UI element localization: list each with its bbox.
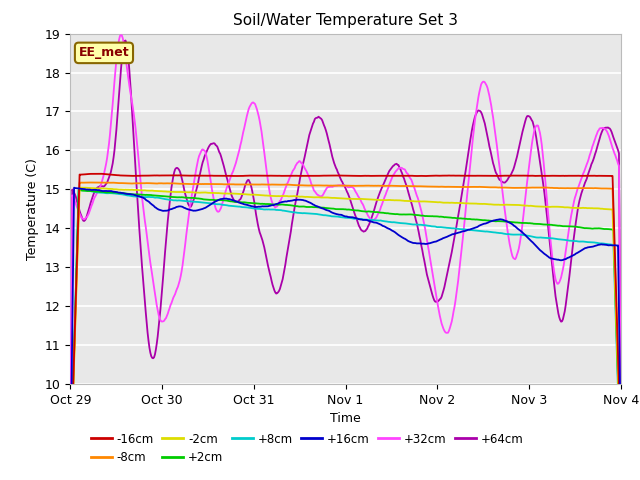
Text: EE_met: EE_met: [79, 47, 129, 60]
Y-axis label: Temperature (C): Temperature (C): [26, 158, 39, 260]
Title: Soil/Water Temperature Set 3: Soil/Water Temperature Set 3: [233, 13, 458, 28]
X-axis label: Time: Time: [330, 412, 361, 425]
Legend: -16cm, -8cm, -2cm, +2cm, +8cm, +16cm, +32cm, +64cm: -16cm, -8cm, -2cm, +2cm, +8cm, +16cm, +3…: [86, 428, 528, 469]
